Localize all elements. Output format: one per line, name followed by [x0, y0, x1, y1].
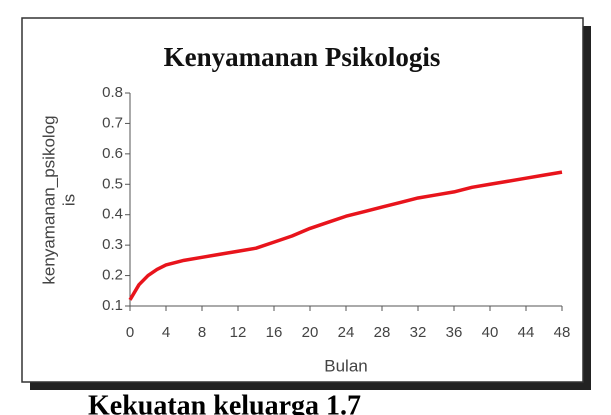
x-tick-label: 4: [162, 324, 170, 341]
x-tick-label: 0: [126, 324, 134, 341]
chart-frame: [21, 17, 584, 383]
y-axis-label: kenyamanan_psikolog: [39, 115, 58, 284]
x-axis-label: Bulan: [324, 356, 367, 375]
y-tick-label: 0.7: [102, 114, 123, 131]
line-series: [128, 170, 563, 301]
y-tick-label: 0.3: [102, 236, 123, 253]
caption: Kekuatan keluarga 1.7: [88, 390, 361, 415]
y-tick-label: 0.4: [102, 206, 123, 223]
x-tick-label: 24: [338, 324, 355, 341]
y-tick-label: 0.8: [102, 84, 123, 101]
y-axis-label: is: [59, 194, 78, 206]
y-tick-label: 0.1: [102, 297, 123, 314]
x-tick-label: 20: [302, 324, 319, 341]
y-tick-label: 0.6: [102, 145, 123, 162]
chart-title: Kenyamanan Psikologis: [164, 42, 441, 72]
x-tick-label: 12: [230, 324, 247, 341]
x-tick-label: 8: [198, 324, 206, 341]
x-tick-label: 16: [266, 324, 283, 341]
x-tick-label: 48: [554, 324, 571, 341]
x-tick-label: 28: [374, 324, 391, 341]
x-tick-label: 44: [518, 324, 535, 341]
y-tick-label: 0.5: [102, 175, 123, 192]
x-tick-label: 36: [446, 324, 463, 341]
x-tick-label: 40: [482, 324, 499, 341]
y-tick-label: 0.2: [102, 267, 123, 284]
x-tick-label: 32: [410, 324, 427, 341]
